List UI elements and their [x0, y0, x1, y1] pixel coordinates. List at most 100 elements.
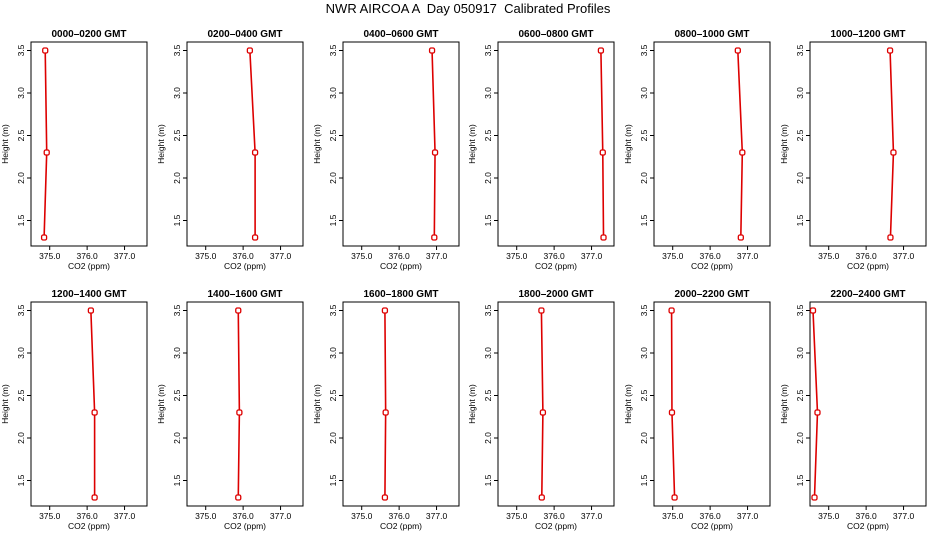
y-tick-label-0-0: 1.5	[16, 214, 26, 226]
x-tick-label-4-2: 377.0	[737, 251, 759, 261]
profile-point-11-1	[814, 409, 821, 416]
profile-point-0-2	[42, 47, 49, 54]
x-axis-label-9: CO2 (ppm)	[535, 521, 577, 531]
x-tick-label-2-0: 375.0	[351, 251, 373, 261]
y-tick-label-3-4: 3.5	[483, 44, 493, 56]
y-tick-label-2-4: 3.5	[328, 44, 338, 56]
x-tick-label-6-2: 377.0	[114, 511, 136, 521]
x-tick-label-4-0: 375.0	[662, 251, 684, 261]
y-tick-label-1-2: 2.5	[172, 129, 182, 141]
y-tick-label-4-1: 2.0	[639, 172, 649, 184]
profile-point-6-1	[91, 409, 98, 416]
y-tick-label-10-3: 3.0	[639, 347, 649, 359]
profile-line-1	[249, 50, 256, 238]
profile-line-10	[670, 310, 676, 498]
y-axis-label-1: Height (m)	[156, 124, 166, 164]
x-axis-label-11: CO2 (ppm)	[847, 521, 889, 531]
x-axis-label-2: CO2 (ppm)	[380, 261, 422, 271]
y-tick-label-6-3: 3.0	[16, 347, 26, 359]
y-tick-label-10-2: 2.5	[639, 389, 649, 401]
plot-frame-0	[30, 41, 148, 247]
y-axis-label-4: Height (m)	[623, 124, 633, 164]
y-tick-label-8-4: 3.5	[328, 304, 338, 316]
y-tick-label-2-2: 2.5	[328, 129, 338, 141]
x-tick-label-1-2: 377.0	[270, 251, 292, 261]
y-tick-label-10-4: 3.5	[639, 304, 649, 316]
x-axis-label-3: CO2 (ppm)	[535, 261, 577, 271]
profile-point-2-0	[431, 234, 438, 241]
x-tick-label-2-2: 377.0	[426, 251, 448, 261]
profile-point-10-1	[668, 409, 676, 416]
x-tick-label-9-2: 377.0	[581, 511, 603, 521]
profile-point-5-2	[886, 47, 894, 54]
y-tick-label-2-1: 2.0	[328, 172, 338, 184]
y-tick-label-8-3: 3.0	[328, 347, 338, 359]
plot-frame-4	[653, 41, 771, 247]
panel-title-11: 2200–2400 GMT	[830, 289, 905, 300]
plot-frame-6	[30, 301, 148, 507]
x-tick-label-1-1: 376.0	[232, 251, 254, 261]
profile-point-2-2	[428, 47, 436, 54]
profile-point-7-1	[236, 409, 243, 416]
y-axis-label-0: Height (m)	[0, 124, 10, 164]
x-tick-label-6-0: 375.0	[39, 511, 61, 521]
y-tick-label-0-3: 3.0	[16, 87, 26, 99]
x-tick-label-0-0: 375.0	[39, 251, 61, 261]
y-axis-label-9: Height (m)	[467, 384, 477, 424]
y-tick-label-3-0: 1.5	[483, 214, 493, 226]
profile-point-1-1	[251, 149, 259, 156]
y-tick-label-0-2: 2.5	[16, 129, 26, 141]
profile-point-9-1	[539, 409, 547, 416]
y-tick-label-5-1: 2.0	[795, 172, 805, 184]
x-tick-label-6-1: 376.0	[76, 511, 98, 521]
plot-frame-7	[186, 301, 304, 507]
profile-point-9-2	[538, 307, 545, 314]
x-tick-label-11-1: 376.0	[855, 511, 877, 521]
profile-point-1-0	[251, 234, 259, 241]
y-tick-label-5-2: 2.5	[795, 129, 805, 141]
y-tick-label-7-0: 1.5	[172, 474, 182, 486]
x-tick-label-10-0: 375.0	[662, 511, 684, 521]
profile-line-9	[540, 310, 544, 498]
y-tick-label-7-2: 2.5	[172, 389, 182, 401]
y-axis-label-5: Height (m)	[779, 124, 789, 164]
panel-title-5: 1000–1200 GMT	[830, 29, 905, 40]
x-axis-label-7: CO2 (ppm)	[224, 521, 266, 531]
y-tick-label-8-2: 2.5	[328, 389, 338, 401]
profile-point-3-0	[600, 234, 607, 241]
profile-point-5-0	[887, 234, 894, 241]
y-tick-label-1-3: 3.0	[172, 87, 182, 99]
profile-point-0-0	[40, 234, 48, 241]
figure-title: NWR AIRCOA A Day 050917 Calibrated Profi…	[325, 1, 611, 16]
x-tick-label-2-1: 376.0	[388, 251, 410, 261]
profile-point-6-2	[87, 307, 95, 314]
y-tick-label-0-1: 2.0	[16, 172, 26, 184]
y-tick-label-8-1: 2.0	[328, 432, 338, 444]
y-tick-label-2-3: 3.0	[328, 87, 338, 99]
profile-point-8-0	[381, 494, 389, 501]
profile-point-6-0	[91, 494, 98, 501]
profile-point-11-0	[811, 494, 818, 501]
x-tick-label-5-1: 376.0	[855, 251, 877, 261]
y-tick-label-7-4: 3.5	[172, 304, 182, 316]
profile-line-11	[812, 310, 819, 498]
x-axis-label-4: CO2 (ppm)	[691, 261, 733, 271]
y-tick-label-5-4: 3.5	[795, 44, 805, 56]
panel-title-6: 1200–1400 GMT	[51, 289, 126, 300]
x-tick-label-11-0: 375.0	[818, 511, 840, 521]
x-axis-label-5: CO2 (ppm)	[847, 261, 889, 271]
x-tick-label-8-0: 375.0	[351, 511, 373, 521]
x-tick-label-0-1: 376.0	[76, 251, 98, 261]
x-axis-label-1: CO2 (ppm)	[224, 261, 266, 271]
y-tick-label-1-1: 2.0	[172, 172, 182, 184]
profile-point-0-1	[43, 149, 50, 156]
profile-line-6	[90, 310, 96, 498]
profile-point-4-1	[739, 149, 746, 156]
y-tick-label-10-1: 2.0	[639, 432, 649, 444]
y-tick-label-5-0: 1.5	[795, 214, 805, 226]
profile-line-4	[737, 50, 744, 238]
y-axis-label-3: Height (m)	[467, 124, 477, 164]
y-tick-label-11-3: 3.0	[795, 347, 805, 359]
y-tick-label-9-4: 3.5	[483, 304, 493, 316]
